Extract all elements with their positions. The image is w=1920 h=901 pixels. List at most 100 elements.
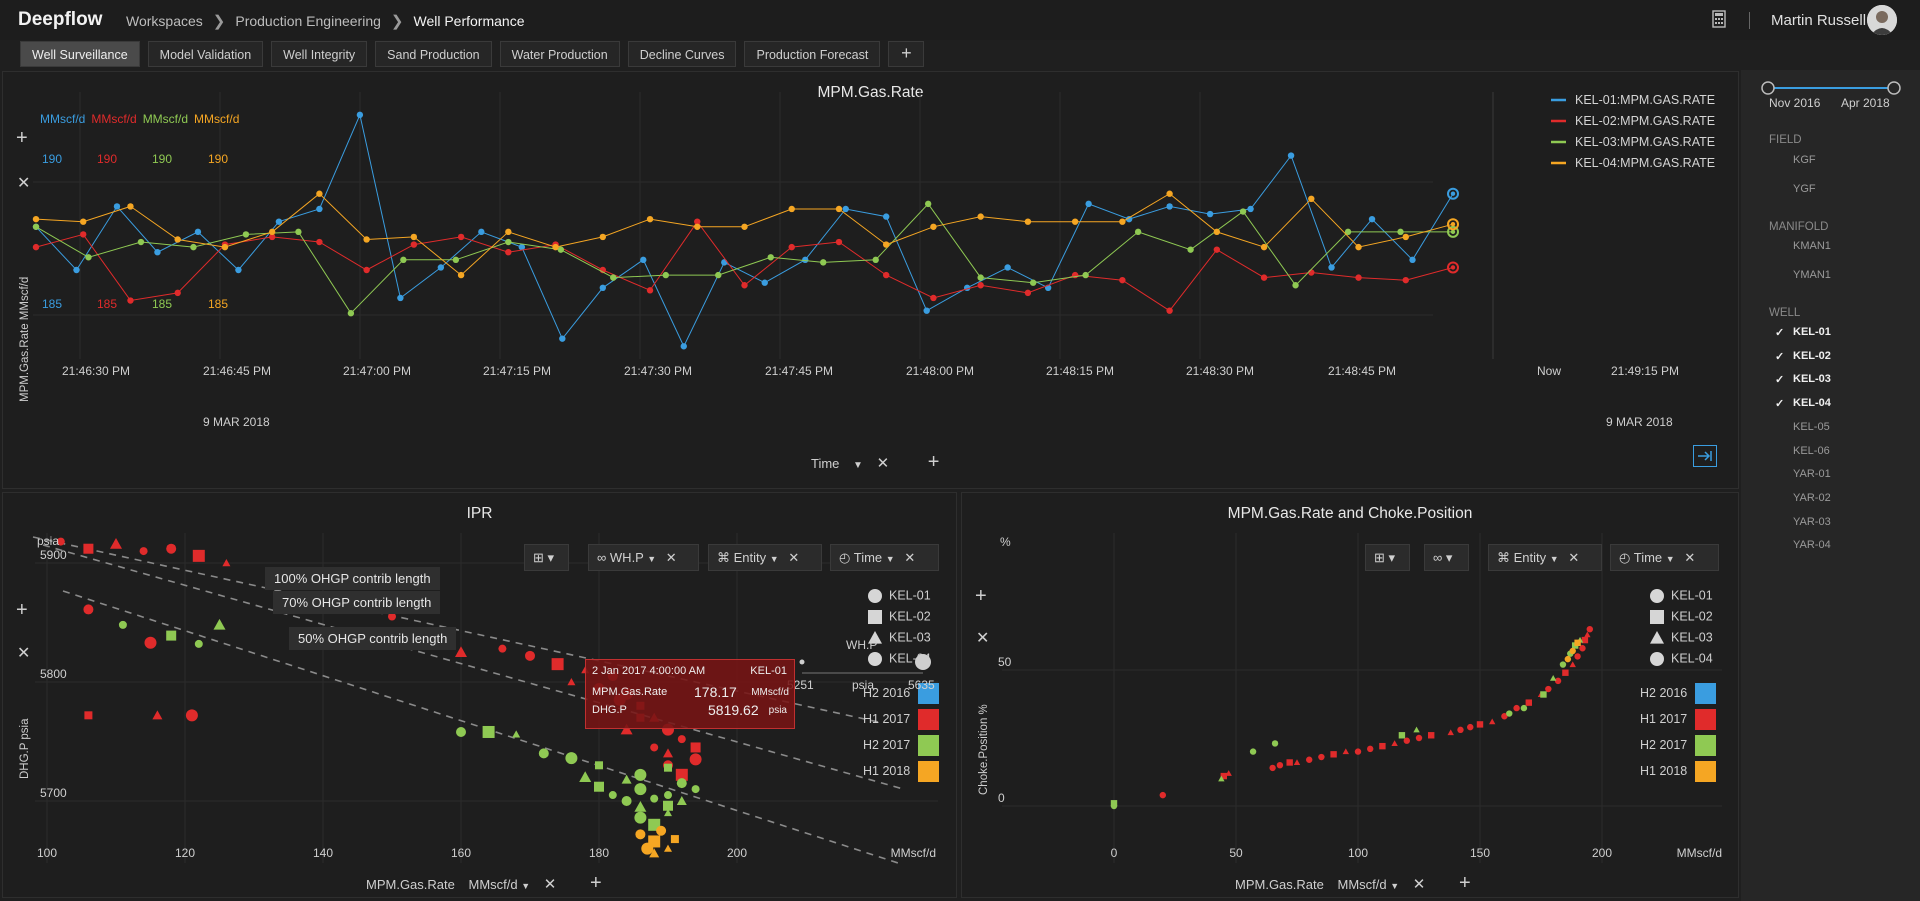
period-legend-swatch[interactable]	[918, 709, 939, 730]
well-item-yar-02[interactable]: YAR-02	[1793, 491, 1831, 504]
tab-sand-production[interactable]: Sand Production	[375, 41, 492, 67]
series-point-kel03	[924, 200, 932, 208]
ipr-whp-control[interactable]: ∞ WH.P ▼ ✕	[588, 544, 699, 571]
tab-well-surveillance[interactable]: Well Surveillance	[20, 41, 140, 67]
well-item-kel-02[interactable]: KEL-02	[1793, 349, 1831, 362]
add-x-axis-icon[interactable]: +	[1458, 872, 1471, 894]
period-legend-swatch[interactable]	[1695, 683, 1716, 704]
tab-production-forecast[interactable]: Production Forecast	[744, 41, 881, 67]
scroll-to-now-icon[interactable]	[1693, 445, 1717, 467]
choke-add-y-axis-icon[interactable]: +	[975, 585, 987, 607]
brand-logo[interactable]: Deepflow	[18, 9, 103, 30]
choke-x-axis-control[interactable]: MPM.Gas.Rate MMscf/d ▼ ✕ +	[1235, 872, 1471, 895]
x-axis-control[interactable]: Time ▼ ✕ +	[811, 451, 939, 474]
chevron-down-icon: ▼	[647, 554, 657, 564]
ipr-table-toggle[interactable]: ⊞ ▾	[524, 544, 569, 571]
tab-well-integrity[interactable]: Well Integrity	[271, 41, 368, 67]
well-item-kel-01[interactable]: KEL-01	[1793, 326, 1831, 338]
series-point-kel01	[1004, 264, 1011, 271]
entity-legend-item[interactable]: KEL-01	[867, 588, 931, 604]
remove-x-axis-icon[interactable]: ✕	[876, 455, 890, 472]
user-name[interactable]: Martin Russell	[1771, 12, 1867, 29]
choke-point	[1579, 645, 1586, 652]
choke-time-control[interactable]: ◴ Time ▼ ✕	[1610, 544, 1719, 571]
choke-point	[1398, 732, 1406, 739]
period-legend-swatch[interactable]	[1695, 735, 1716, 756]
range-end-handle[interactable]	[1887, 81, 1901, 95]
choke-point	[1293, 759, 1301, 766]
entity-legend-item[interactable]: KEL-02	[1649, 609, 1713, 625]
manifold-item-yman1[interactable]: YMAN1	[1793, 269, 1831, 281]
add-x-axis-icon[interactable]: +	[927, 451, 940, 473]
remove-x-axis-icon[interactable]: ✕	[543, 876, 557, 893]
ipr-remove-y-axis-icon[interactable]: ✕	[17, 645, 31, 662]
entity-legend-item[interactable]: KEL-03	[1649, 630, 1713, 646]
choke-x-unit-select[interactable]: MMscf/d	[1337, 877, 1387, 892]
manifold-item-kman1[interactable]: KMAN1	[1793, 240, 1831, 252]
avatar[interactable]	[1867, 5, 1897, 35]
series-point-kel01	[73, 266, 80, 274]
tooltip-row2-unit: psia	[768, 705, 787, 716]
entity-legend-item[interactable]: KEL-04	[1649, 651, 1713, 667]
tab-decline-curves[interactable]: Decline Curves	[627, 41, 737, 67]
breadcrumb-production-engineering[interactable]: Production Engineering	[235, 13, 381, 29]
ipr-add-y-axis-icon[interactable]: +	[16, 599, 28, 621]
tab-water-production[interactable]: Water Production	[499, 41, 620, 67]
close-icon[interactable]: ✕	[904, 550, 916, 565]
field-item-ygf[interactable]: YGF	[1793, 183, 1816, 195]
chevron-down-icon: ▼	[885, 554, 895, 564]
close-icon[interactable]: ✕	[1684, 550, 1696, 565]
series-point-kel01	[1166, 203, 1173, 210]
ipr-point	[551, 658, 564, 671]
choke-entity-control[interactable]: ⌘ Entity ▼ ✕	[1488, 544, 1602, 571]
choke-table-toggle[interactable]: ⊞ ▾	[1365, 544, 1410, 571]
period-legend-swatch[interactable]	[918, 683, 939, 704]
period-legend-swatch[interactable]	[918, 761, 939, 782]
ipr-point	[634, 783, 647, 796]
entity-legend-item[interactable]: KEL-02	[867, 609, 931, 625]
chevron-down-icon[interactable]: ▼	[521, 881, 531, 891]
well-item-kel-04[interactable]: KEL-04	[1793, 397, 1831, 410]
period-legend-swatch[interactable]	[1695, 709, 1716, 730]
choke-chart[interactable]: 0 50 100 150 200 0 50 MMscf/d	[962, 493, 1738, 897]
chevron-down-icon: ▼	[1665, 554, 1675, 564]
well-item-yar-03[interactable]: YAR-03	[1793, 515, 1831, 528]
remove-y-axis-icon[interactable]: ✕	[17, 175, 31, 192]
ipr-entity-control[interactable]: ⌘ Entity ▼ ✕	[708, 544, 822, 571]
close-icon[interactable]: ✕	[788, 550, 800, 565]
entity-legend-item[interactable]: KEL-03	[867, 630, 931, 646]
period-legend-swatch[interactable]	[918, 735, 939, 756]
gas-rate-chart[interactable]: 21:46:30 PM 21:46:45 PM 21:47:00 PM 21:47:1…	[3, 72, 1738, 488]
add-x-axis-icon[interactable]: +	[589, 872, 602, 894]
series-point-kel03	[190, 243, 197, 251]
entity-legend-item[interactable]: KEL-01	[1649, 588, 1713, 604]
close-icon[interactable]: ✕	[665, 550, 677, 565]
ipr-x-unit-select[interactable]: MMscf/d	[468, 877, 518, 892]
chevron-down-icon[interactable]: ▼	[1390, 881, 1400, 891]
field-item-kgf[interactable]: KGF	[1793, 154, 1816, 166]
calculator-icon[interactable]	[1712, 10, 1726, 28]
ipr-point	[691, 785, 700, 794]
range-start-handle[interactable]	[1761, 81, 1775, 95]
add-y-axis-icon[interactable]: +	[16, 127, 28, 149]
chevron-down-icon[interactable]: ▼	[853, 460, 863, 471]
x-tick-label: 21:46:45 PM	[203, 364, 271, 378]
well-item-kel-05[interactable]: KEL-05	[1793, 420, 1830, 433]
breadcrumb-workspaces[interactable]: Workspaces	[126, 13, 203, 29]
close-icon[interactable]: ✕	[1568, 550, 1580, 565]
remove-x-axis-icon[interactable]: ✕	[1412, 876, 1426, 893]
period-legend-swatch[interactable]	[1695, 761, 1716, 782]
legend-item-kel03: KEL-03:MPM.GAS.RATE	[1575, 135, 1715, 149]
ipr-time-control[interactable]: ◴ Time ▼ ✕	[830, 544, 939, 571]
add-tab-button[interactable]: +	[888, 41, 925, 67]
choke-link-toggle[interactable]: ∞ ▾	[1424, 544, 1469, 571]
well-item-yar-01[interactable]: YAR-01	[1793, 468, 1831, 481]
choke-remove-y-axis-icon[interactable]: ✕	[976, 630, 990, 647]
date-range-slider[interactable]	[1761, 80, 1901, 96]
well-item-yar-04[interactable]: YAR-04	[1793, 539, 1831, 552]
series-point-kel01	[923, 307, 930, 314]
ipr-x-axis-control[interactable]: MPM.Gas.Rate MMscf/d ▼ ✕ +	[366, 872, 602, 895]
well-item-kel-03[interactable]: KEL-03	[1793, 373, 1831, 386]
well-item-kel-06[interactable]: KEL-06	[1793, 444, 1830, 457]
tab-model-validation[interactable]: Model Validation	[147, 41, 264, 67]
